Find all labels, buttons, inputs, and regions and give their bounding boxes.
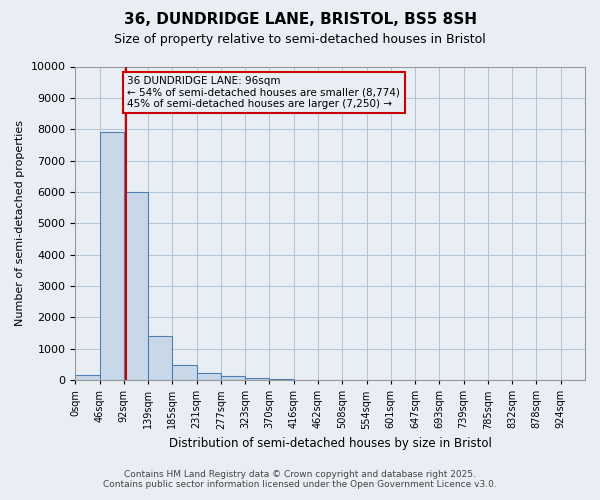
- Bar: [148, 336, 172, 380]
- Bar: [245, 378, 269, 380]
- Bar: [124, 192, 148, 380]
- Bar: [172, 365, 197, 380]
- X-axis label: Distribution of semi-detached houses by size in Bristol: Distribution of semi-detached houses by …: [169, 437, 491, 450]
- Text: Size of property relative to semi-detached houses in Bristol: Size of property relative to semi-detach…: [114, 32, 486, 46]
- Bar: [100, 132, 124, 380]
- Text: 36, DUNDRIDGE LANE, BRISTOL, BS5 8SH: 36, DUNDRIDGE LANE, BRISTOL, BS5 8SH: [124, 12, 476, 28]
- Bar: [221, 376, 245, 380]
- Y-axis label: Number of semi-detached properties: Number of semi-detached properties: [15, 120, 25, 326]
- Text: Contains HM Land Registry data © Crown copyright and database right 2025.
Contai: Contains HM Land Registry data © Crown c…: [103, 470, 497, 489]
- Text: 36 DUNDRIDGE LANE: 96sqm
← 54% of semi-detached houses are smaller (8,774)
45% o: 36 DUNDRIDGE LANE: 96sqm ← 54% of semi-d…: [127, 76, 400, 109]
- Bar: [75, 376, 100, 380]
- Bar: [197, 373, 221, 380]
- Bar: [269, 379, 294, 380]
